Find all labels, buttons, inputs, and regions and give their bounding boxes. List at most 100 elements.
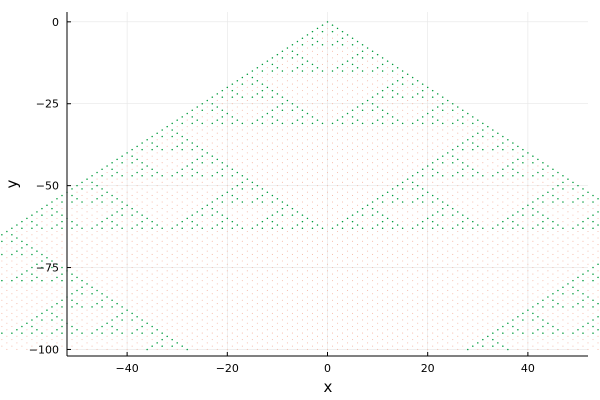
- point-odd: [1, 240, 3, 243]
- point-even: [271, 168, 273, 170]
- point-even: [251, 194, 253, 197]
- point-odd: [181, 227, 183, 229]
- point-odd: [176, 342, 178, 344]
- point-even: [231, 293, 233, 295]
- point-odd: [21, 279, 23, 282]
- point-even: [181, 319, 183, 321]
- point-even: [316, 145, 319, 147]
- point-even: [311, 175, 314, 177]
- point-even: [301, 175, 304, 177]
- point-odd: [21, 240, 23, 243]
- point-even: [181, 253, 183, 255]
- point-even: [387, 165, 389, 167]
- point-odd: [592, 194, 594, 197]
- point-even: [246, 230, 248, 233]
- point-even: [487, 257, 489, 259]
- point-even: [286, 217, 288, 219]
- point-even: [392, 286, 394, 288]
- point-odd: [91, 286, 93, 288]
- point-odd: [291, 214, 294, 216]
- point-even: [402, 266, 404, 269]
- point-even: [126, 322, 128, 324]
- point-even: [226, 224, 228, 226]
- point-odd: [141, 332, 143, 334]
- point-even: [146, 171, 148, 174]
- point-even: [487, 132, 489, 134]
- point-even: [522, 194, 524, 197]
- point-even: [472, 201, 474, 203]
- point-even: [341, 149, 344, 151]
- point-even: [221, 129, 223, 131]
- point-odd: [436, 171, 439, 174]
- point-even: [482, 260, 484, 262]
- point-even: [111, 293, 113, 295]
- point-odd: [547, 191, 549, 193]
- point-even: [151, 280, 153, 282]
- point-even: [326, 322, 329, 324]
- point-even: [452, 273, 454, 275]
- point-even: [221, 325, 223, 328]
- point-even: [357, 270, 359, 272]
- point-even: [281, 247, 283, 249]
- point-even: [306, 54, 309, 56]
- point-odd: [351, 63, 354, 66]
- point-even: [321, 168, 324, 170]
- point-even: [487, 270, 489, 272]
- point-even: [221, 299, 223, 301]
- point-even: [86, 185, 88, 187]
- point-odd: [191, 214, 193, 216]
- point-even: [547, 270, 549, 272]
- point-odd: [281, 122, 284, 125]
- point-even: [231, 273, 233, 275]
- point-even: [216, 132, 218, 134]
- point-odd: [517, 329, 519, 331]
- point-even: [417, 342, 419, 344]
- point-even: [447, 171, 449, 174]
- point-odd: [161, 338, 163, 341]
- point-even: [281, 142, 283, 144]
- point-even: [121, 266, 123, 269]
- point-even: [567, 263, 569, 265]
- point-odd: [141, 319, 143, 321]
- point-even: [166, 289, 168, 292]
- point-even: [357, 99, 359, 102]
- point-even: [276, 126, 278, 128]
- point-even: [487, 191, 489, 193]
- point-even: [397, 86, 399, 88]
- point-odd: [91, 293, 93, 295]
- point-odd: [281, 109, 284, 112]
- point-even: [16, 316, 18, 318]
- point-even: [482, 201, 484, 203]
- point-odd: [51, 207, 53, 210]
- point-even: [482, 280, 484, 282]
- point-even: [527, 289, 529, 292]
- point-even: [201, 306, 203, 308]
- point-even: [116, 289, 118, 292]
- point-odd: [532, 227, 534, 229]
- point-even: [352, 149, 354, 151]
- point-even: [362, 286, 364, 288]
- point-even: [397, 132, 399, 134]
- point-even: [326, 230, 329, 233]
- point-even: [226, 145, 228, 147]
- point-odd: [542, 227, 544, 229]
- point-even: [427, 322, 429, 324]
- point-even: [296, 171, 298, 174]
- point-even: [432, 299, 434, 301]
- point-even: [236, 217, 238, 219]
- point-even: [211, 253, 213, 255]
- point-even: [91, 240, 93, 242]
- point-even: [191, 339, 193, 341]
- point-even: [367, 119, 369, 121]
- point-even: [482, 142, 484, 144]
- point-even: [101, 312, 103, 314]
- point-even: [36, 230, 38, 233]
- point-even: [387, 119, 389, 121]
- point-even: [176, 296, 178, 298]
- point-even: [31, 339, 33, 341]
- point-even: [251, 221, 253, 223]
- point-even: [121, 299, 123, 301]
- point-even: [502, 260, 504, 262]
- point-even: [522, 181, 524, 183]
- point-odd: [522, 319, 524, 321]
